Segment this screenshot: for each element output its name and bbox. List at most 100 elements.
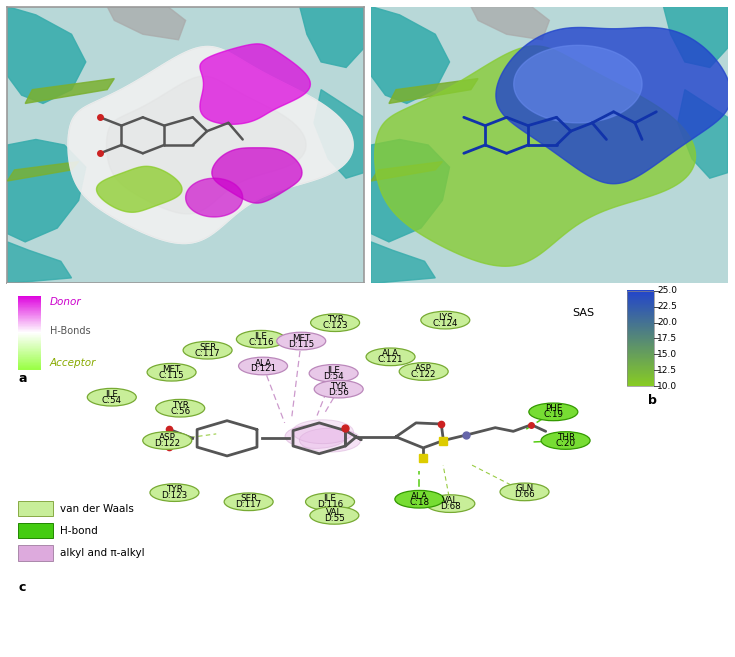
Bar bbox=[18, 332, 41, 333]
Bar bbox=[18, 361, 41, 362]
Bar bbox=[18, 325, 41, 326]
Text: ASP: ASP bbox=[159, 433, 176, 442]
Polygon shape bbox=[371, 7, 450, 103]
Ellipse shape bbox=[421, 311, 470, 329]
Polygon shape bbox=[25, 79, 115, 103]
Text: 22.5: 22.5 bbox=[657, 302, 677, 311]
Text: D:56: D:56 bbox=[329, 388, 349, 397]
Bar bbox=[18, 331, 41, 332]
Bar bbox=[18, 501, 53, 516]
Bar bbox=[627, 350, 654, 351]
Polygon shape bbox=[678, 89, 728, 178]
Bar bbox=[627, 303, 654, 304]
Bar bbox=[18, 336, 41, 338]
Bar bbox=[18, 313, 41, 314]
Bar bbox=[18, 361, 41, 362]
Polygon shape bbox=[471, 7, 549, 40]
Bar bbox=[18, 368, 41, 369]
Bar bbox=[627, 304, 654, 305]
Bar bbox=[18, 300, 41, 301]
Ellipse shape bbox=[239, 357, 287, 374]
Text: D:66: D:66 bbox=[514, 490, 535, 499]
Bar bbox=[18, 343, 41, 344]
Ellipse shape bbox=[311, 314, 359, 332]
Bar bbox=[18, 523, 53, 539]
Bar bbox=[627, 368, 654, 369]
Bar bbox=[627, 330, 654, 331]
Text: C:115: C:115 bbox=[159, 371, 184, 380]
Bar bbox=[18, 309, 41, 310]
Bar bbox=[627, 307, 654, 309]
Bar bbox=[627, 337, 654, 338]
Bar bbox=[18, 349, 41, 350]
Bar bbox=[627, 307, 654, 308]
Bar bbox=[18, 300, 41, 302]
Text: PHE: PHE bbox=[545, 405, 562, 413]
Bar bbox=[18, 348, 41, 350]
Bar bbox=[18, 333, 41, 334]
Bar bbox=[627, 349, 654, 350]
Bar bbox=[18, 340, 41, 342]
Bar bbox=[18, 334, 41, 336]
Bar bbox=[18, 358, 41, 359]
Bar bbox=[18, 334, 41, 335]
Bar bbox=[627, 374, 654, 376]
Bar bbox=[18, 322, 41, 323]
Bar bbox=[18, 350, 41, 351]
Bar bbox=[627, 344, 654, 346]
Bar bbox=[627, 294, 654, 296]
Bar bbox=[627, 315, 654, 316]
Bar bbox=[627, 331, 654, 333]
Bar bbox=[627, 353, 654, 355]
Ellipse shape bbox=[150, 484, 199, 501]
Ellipse shape bbox=[309, 365, 358, 382]
Bar bbox=[627, 361, 654, 362]
Ellipse shape bbox=[285, 424, 346, 448]
Text: MET: MET bbox=[162, 365, 181, 374]
Text: LYS: LYS bbox=[438, 313, 453, 322]
Bar bbox=[18, 316, 41, 317]
Bar bbox=[18, 307, 41, 308]
Text: 25.0: 25.0 bbox=[657, 286, 677, 295]
Polygon shape bbox=[375, 46, 695, 266]
Bar bbox=[627, 383, 654, 384]
Bar bbox=[18, 299, 41, 300]
Bar bbox=[18, 339, 41, 340]
Bar bbox=[627, 336, 654, 338]
Text: D:121: D:121 bbox=[250, 365, 276, 373]
Bar bbox=[627, 375, 654, 376]
Bar bbox=[627, 361, 654, 363]
Bar bbox=[627, 353, 654, 354]
Bar bbox=[18, 328, 41, 329]
Text: C:117: C:117 bbox=[195, 349, 220, 357]
Ellipse shape bbox=[314, 380, 363, 398]
Ellipse shape bbox=[156, 399, 205, 417]
Bar bbox=[18, 366, 41, 367]
Bar bbox=[627, 367, 654, 369]
Text: ALA: ALA bbox=[411, 492, 428, 501]
Bar bbox=[18, 328, 41, 330]
Bar bbox=[627, 369, 654, 371]
Bar bbox=[18, 330, 41, 332]
Text: TYR: TYR bbox=[330, 382, 347, 391]
Bar bbox=[627, 379, 654, 380]
Bar bbox=[627, 317, 654, 319]
Bar bbox=[627, 297, 654, 299]
Polygon shape bbox=[7, 162, 79, 181]
Ellipse shape bbox=[529, 403, 578, 420]
Bar bbox=[627, 291, 654, 292]
Text: c: c bbox=[18, 581, 26, 594]
Bar bbox=[627, 301, 654, 303]
Bar bbox=[18, 345, 41, 346]
Bar bbox=[18, 298, 41, 299]
Ellipse shape bbox=[395, 490, 444, 508]
Bar bbox=[627, 293, 654, 295]
Polygon shape bbox=[664, 7, 728, 68]
Bar bbox=[627, 384, 654, 386]
Text: D:116: D:116 bbox=[317, 500, 343, 509]
Bar bbox=[627, 334, 654, 335]
Bar bbox=[627, 350, 654, 352]
Bar bbox=[18, 327, 41, 328]
Bar bbox=[18, 303, 41, 304]
Bar bbox=[18, 321, 41, 322]
